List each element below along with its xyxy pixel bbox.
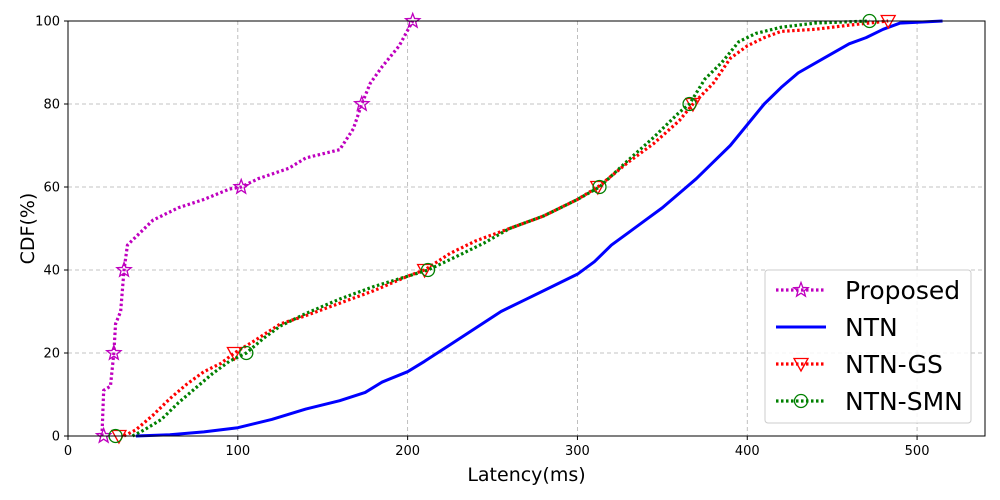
x-tick-label: 100 — [225, 444, 250, 459]
series-marker-proposed — [403, 11, 422, 29]
y-tick-label: 100 — [35, 15, 60, 30]
y-tick-label: 20 — [43, 347, 60, 362]
ticks: 0 100 200 300 400 500 0 20 40 60 80 100 — [35, 15, 929, 460]
series-marker-ntn-gs — [880, 14, 897, 30]
y-axis-label: CDF(%) — [17, 193, 39, 265]
y-tick-label: 60 — [43, 181, 60, 196]
series-marker-ntn-smn — [682, 96, 697, 112]
legend-label-ntn-gs: NTN-GS — [845, 350, 943, 379]
legend-marker-proposed — [792, 280, 810, 298]
legend-label-ntn: NTN — [845, 313, 898, 342]
series-marker-ntn-smn — [239, 345, 254, 361]
x-tick-label: 400 — [735, 444, 760, 459]
legend-label-ntn-smn: NTN-SMN — [845, 387, 963, 416]
series-marker-proposed — [352, 94, 371, 112]
x-tick-label: 500 — [905, 444, 930, 459]
series-line-ntn — [135, 19, 943, 438]
series-marker-ntn-smn — [420, 262, 436, 278]
series-marker-proposed — [115, 260, 133, 278]
series-ntn — [135, 19, 943, 438]
x-tick-label: 200 — [395, 444, 420, 459]
x-tick-label: 300 — [565, 444, 590, 459]
y-tick-label: 0 — [52, 430, 60, 445]
plot-frame — [67, 20, 986, 437]
series-marker-proposed — [104, 343, 123, 361]
series-line-proposed — [100, 20, 415, 437]
legend-marker-ntn-gs — [792, 357, 810, 373]
legend-label-proposed: Proposed — [845, 276, 960, 305]
legend-marker-ntn-smn — [793, 393, 809, 409]
legend-box — [764, 269, 972, 424]
series-proposed — [94, 11, 422, 444]
legend: Proposed NTN NTN-GS NTN-SMN — [764, 269, 972, 424]
y-tick-label: 80 — [43, 98, 60, 113]
series-marker-ntn-gs — [226, 346, 243, 362]
series-marker-ntn-smn — [592, 179, 607, 195]
x-axis-label: Latency(ms) — [467, 464, 585, 486]
series-marker-ntn-gs — [589, 180, 606, 196]
y-tick-label: 40 — [43, 264, 60, 279]
series-line-ntn-gs — [123, 19, 889, 438]
series-marker-proposed — [232, 177, 251, 195]
series-line-ntn-smn — [131, 19, 870, 438]
x-tick-label: 0 — [64, 444, 72, 459]
